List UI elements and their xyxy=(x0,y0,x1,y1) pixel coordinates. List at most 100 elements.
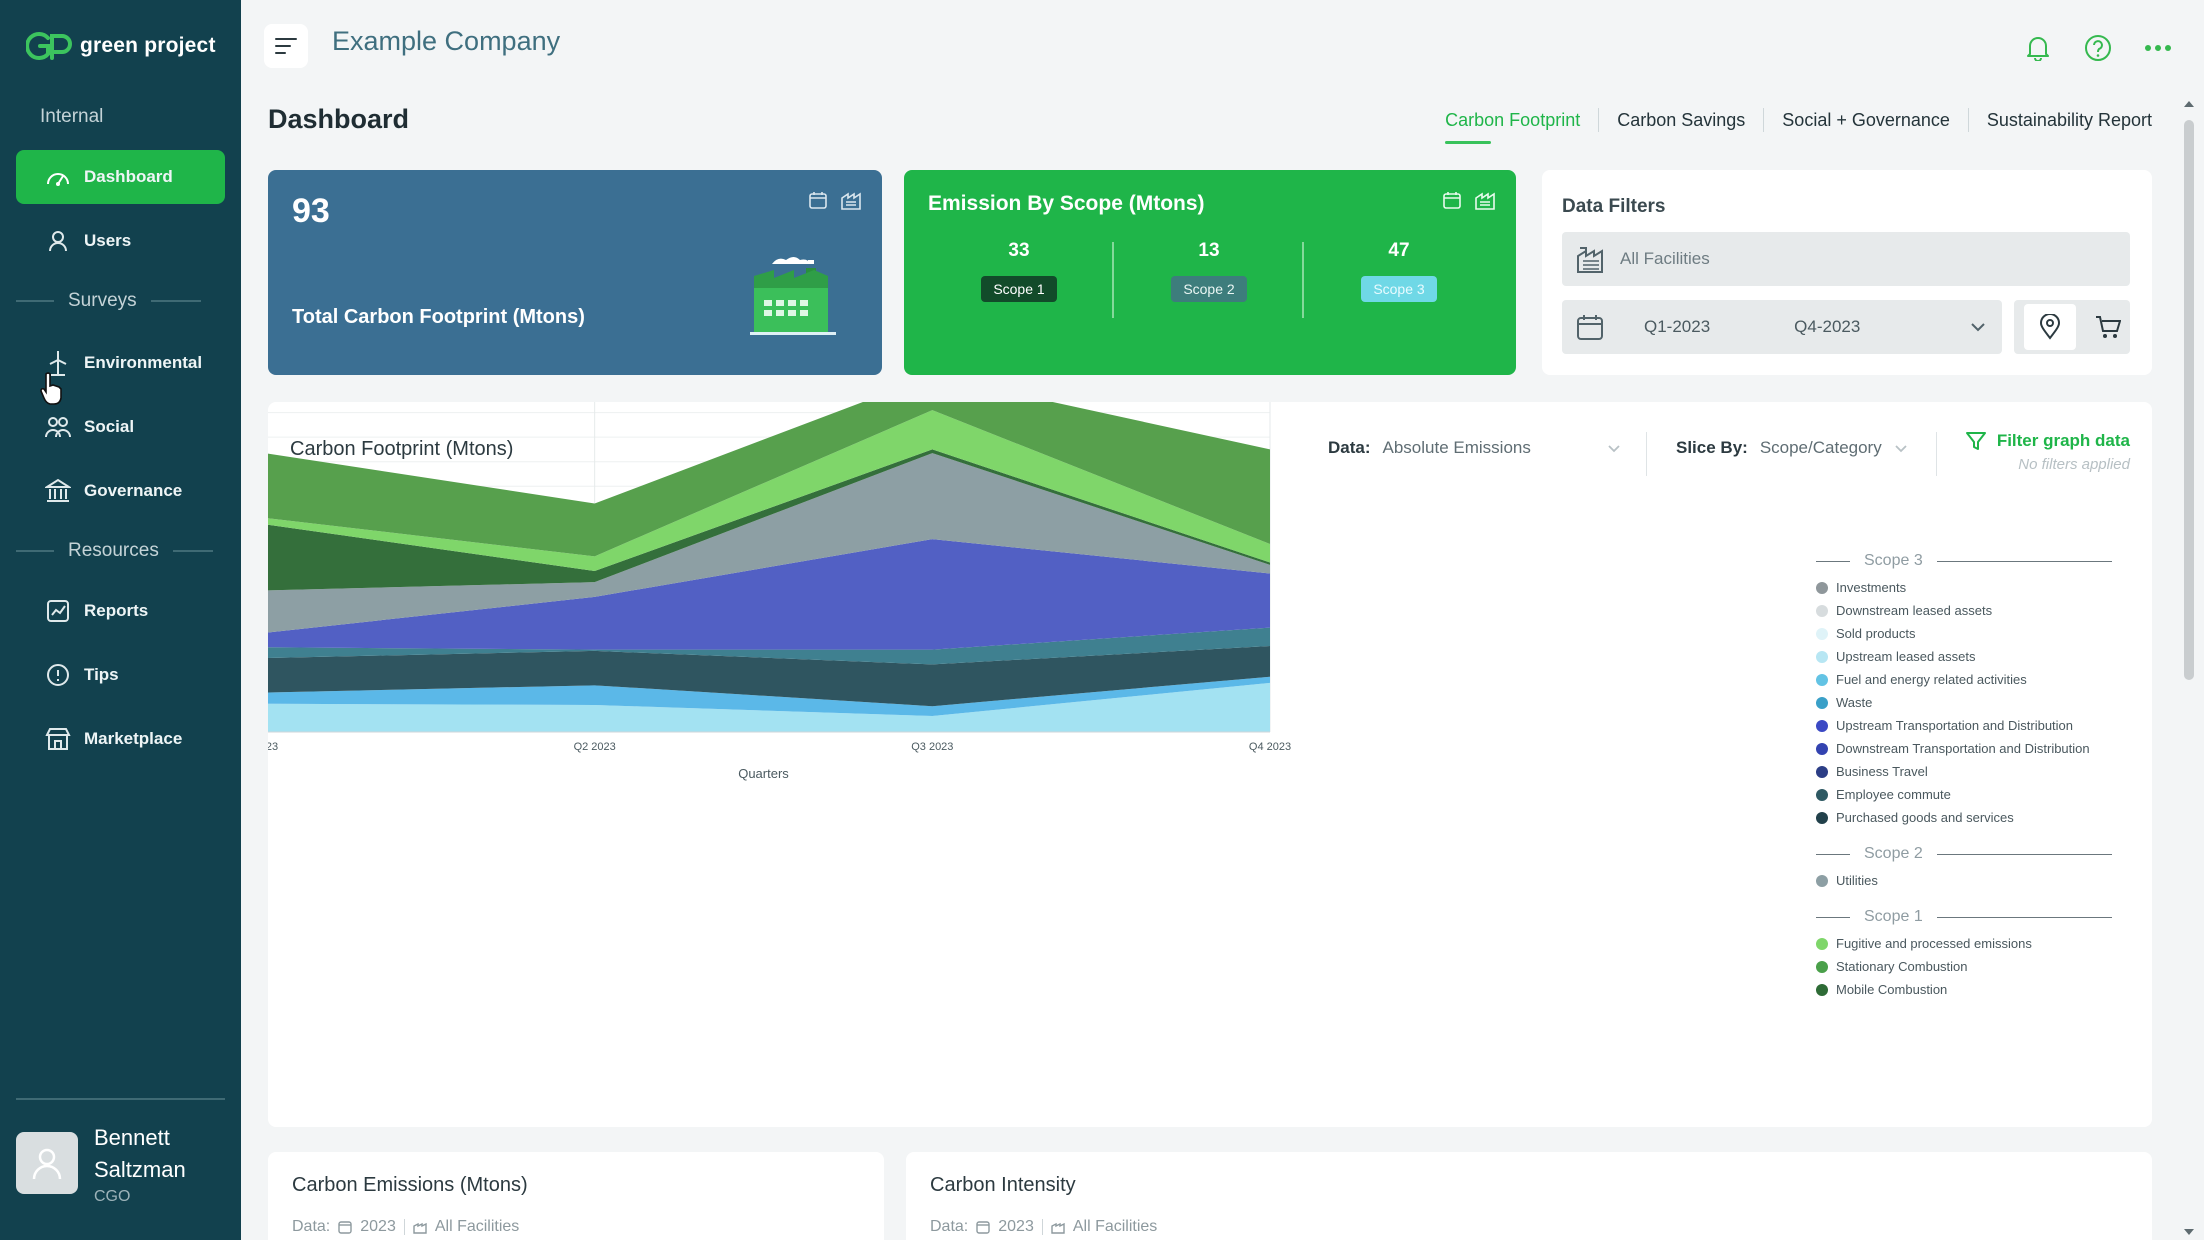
scope-2-chip[interactable]: Scope 2 xyxy=(1171,276,1247,302)
scroll-up-icon[interactable] xyxy=(2183,100,2195,108)
more-horizontal-icon xyxy=(2145,45,2171,51)
slice-by-value: Scope/Category xyxy=(1759,438,1882,457)
area-series-upstream-transportation-and-distribution[interactable] xyxy=(268,539,1270,650)
legend-item[interactable]: Employee commute xyxy=(1816,783,2112,806)
legend-item[interactable]: Stationary Combustion xyxy=(1816,955,2112,978)
facility-icon xyxy=(413,1222,427,1234)
calendar-icon xyxy=(1577,315,1603,340)
legend-label: Business Travel xyxy=(1836,764,1928,779)
sidebar: green project Internal Dashboard Users S… xyxy=(0,0,241,1240)
legend-label: Utilities xyxy=(1836,873,1878,888)
legend-swatch xyxy=(1816,765,1828,778)
area-series-waste[interactable] xyxy=(268,627,1270,665)
legend-item[interactable]: Mobile Combustion xyxy=(1816,978,2112,1001)
area-series-investments[interactable] xyxy=(268,682,1270,732)
legend-item[interactable]: Business Travel xyxy=(1816,760,2112,783)
sidebar-item-social[interactable]: Social xyxy=(16,400,225,454)
app-logo-text: green project xyxy=(80,34,216,57)
area-series-upstream-leased-assets[interactable] xyxy=(268,676,1270,717)
legend-label: Downstream leased assets xyxy=(1836,603,1993,618)
legend-item[interactable]: Investments xyxy=(1816,576,2112,599)
tab-social-governance[interactable]: Social + Governance xyxy=(1764,108,1969,132)
user-last-name: Saltzman xyxy=(94,1157,186,1182)
area-series-mobile-combustion[interactable] xyxy=(268,449,1270,591)
scroll-thumb[interactable] xyxy=(2184,120,2194,680)
filter-graph-data-link[interactable]: Filter graph data No filters applied xyxy=(1965,430,2130,473)
legend-label: Investments xyxy=(1836,580,1907,595)
scope-3-chip[interactable]: Scope 3 xyxy=(1361,276,1437,302)
legend-item[interactable]: Purchased goods and services xyxy=(1816,806,2112,829)
app-logo[interactable]: green project xyxy=(26,30,216,62)
sidebar-item-tips[interactable]: Tips xyxy=(16,648,225,702)
user-first-name: Bennett xyxy=(94,1125,170,1150)
sidebar-item-reports[interactable]: Reports xyxy=(16,584,225,638)
help-icon xyxy=(2085,35,2111,61)
dashboard-icon xyxy=(44,163,72,191)
legend-swatch xyxy=(1816,581,1828,594)
date-range-select[interactable]: Q1-2023 Q4-2023 xyxy=(1562,300,2002,354)
user-profile[interactable]: Bennett Saltzman CGO xyxy=(16,1122,186,1206)
carbon-emissions-title: Carbon Emissions (Mtons) xyxy=(292,1174,528,1196)
facility-value: All Facilities xyxy=(1072,1218,1158,1235)
sidebar-item-environmental[interactable]: Environmental xyxy=(16,336,225,390)
sidebar-item-users[interactable]: Users xyxy=(16,214,225,268)
scope-2-value: 13 xyxy=(1198,240,1220,261)
facility-icon[interactable] xyxy=(840,190,862,210)
factory-illustration-icon xyxy=(750,257,836,335)
tips-icon xyxy=(44,661,72,689)
area-series-employee-commute[interactable] xyxy=(268,646,1270,707)
total-carbon-footprint-label: Total Carbon Footprint (Mtons) xyxy=(292,306,585,328)
legend-item[interactable]: Downstream leased assets xyxy=(1816,599,2112,622)
notifications-button[interactable] xyxy=(2018,28,2058,68)
legend-label: Fuel and energy related activities xyxy=(1836,672,2027,687)
legend-item[interactable]: Utilities xyxy=(1816,869,2112,892)
card-actions xyxy=(1442,190,1496,210)
sidebar-item-label: Dashboard xyxy=(84,167,173,186)
more-options-button[interactable] xyxy=(2138,28,2178,68)
hamburger-icon xyxy=(275,38,297,54)
data-type-select[interactable]: Data: Absolute Emissions xyxy=(1328,438,1621,458)
legend-group-label: Scope 3 xyxy=(1864,552,1923,569)
filter-icon xyxy=(1965,432,1986,450)
legend-item[interactable]: Waste xyxy=(1816,691,2112,714)
legend-item[interactable]: Sold products xyxy=(1816,622,2112,645)
legend-item[interactable]: Upstream leased assets xyxy=(1816,645,2112,668)
location-toggle-button[interactable] xyxy=(2023,304,2076,350)
facility-select-value: All Facilities xyxy=(1620,249,1710,268)
legend-group-label: Scope 2 xyxy=(1864,845,1923,862)
tab-carbon-savings[interactable]: Carbon Savings xyxy=(1599,108,1765,132)
data-label: Data: xyxy=(292,1218,331,1235)
legend-item[interactable]: Fugitive and processed emissions xyxy=(1816,932,2112,955)
area-series-sold-products[interactable] xyxy=(268,453,1270,634)
slice-by-select[interactable]: Slice By: Scope/Category xyxy=(1676,438,1908,458)
legend-label: Employee commute xyxy=(1836,787,1951,802)
legend-item[interactable]: Downstream Transportation and Distributi… xyxy=(1816,737,2112,760)
calendar-icon[interactable] xyxy=(808,190,828,210)
facility-icon[interactable] xyxy=(1474,190,1496,210)
surveys-label: Surveys xyxy=(68,290,137,311)
area-series-fugitive-and-processed-emissions[interactable] xyxy=(268,410,1270,572)
legend-item[interactable]: Upstream Transportation and Distribution xyxy=(1816,714,2112,737)
sidebar-item-governance[interactable]: Governance xyxy=(16,464,225,518)
scope-1-chip[interactable]: Scope 1 xyxy=(981,276,1057,302)
tab-sustainability-report[interactable]: Sustainability Report xyxy=(1986,110,2152,130)
cart-icon[interactable] xyxy=(2095,315,2121,339)
help-button[interactable] xyxy=(2078,28,2118,68)
resources-label: Resources xyxy=(68,540,159,561)
sidebar-item-marketplace[interactable]: Marketplace xyxy=(16,712,225,766)
surveys-divider: Surveys xyxy=(16,290,225,312)
sidebar-item-dashboard[interactable]: Dashboard xyxy=(16,150,225,204)
tab-carbon-footprint[interactable]: Carbon Footprint xyxy=(1427,108,1600,144)
avatar[interactable] xyxy=(16,1132,78,1194)
menu-toggle-button[interactable] xyxy=(264,24,308,68)
facility-select[interactable]: All Facilities xyxy=(1562,232,2130,286)
date-to: Q4-2023 xyxy=(1794,317,1861,336)
calendar-icon[interactable] xyxy=(1442,190,1462,210)
user-icon xyxy=(44,227,72,255)
area-series-stationary-combustion[interactable] xyxy=(268,402,1270,557)
legend-item[interactable]: Fuel and energy related activities xyxy=(1816,668,2112,691)
scroll-down-icon[interactable] xyxy=(2183,1228,2195,1236)
legend-swatch xyxy=(1816,937,1828,950)
page-scrollbar[interactable] xyxy=(2174,96,2204,1240)
legend-label: Upstream Transportation and Distribution xyxy=(1836,718,2074,733)
